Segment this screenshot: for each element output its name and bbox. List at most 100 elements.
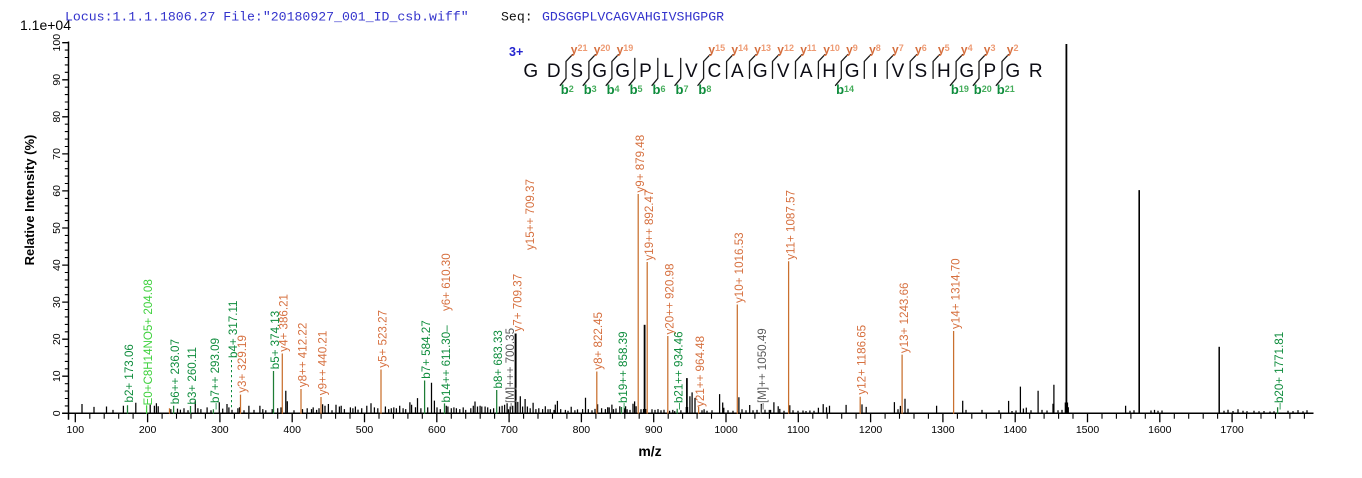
svg-text:b3+ 260.11: b3+ 260.11	[186, 347, 199, 405]
svg-text:400: 400	[283, 424, 301, 436]
svg-text:50: 50	[51, 222, 63, 234]
svg-text:I: I	[872, 61, 877, 82]
svg-text:y2: y2	[1007, 43, 1019, 57]
svg-text:1500: 1500	[1076, 424, 1100, 436]
svg-text:y3+ 329.19: y3+ 329.19	[236, 335, 249, 393]
svg-text:100: 100	[67, 424, 85, 436]
svg-text:b2: b2	[561, 82, 574, 97]
svg-text:b14: b14	[836, 82, 854, 97]
svg-text:1400: 1400	[1004, 424, 1028, 436]
svg-text:b7+ 584.27: b7+ 584.27	[420, 320, 433, 378]
svg-text:GDSGGPLVCAGVAHGIVSHGPGR: GDSGGPLVCAGVAHGIVSHGPGR	[542, 10, 724, 25]
svg-text:b8: b8	[698, 82, 711, 97]
svg-text:E0+C8H14NO5+ 204.08: E0+C8H14NO5+ 204.08	[142, 279, 155, 405]
svg-text:100: 100	[51, 34, 63, 52]
svg-text:V: V	[685, 61, 698, 82]
svg-text:y21++ 964.48: y21++ 964.48	[694, 336, 707, 407]
svg-text:0: 0	[51, 410, 63, 416]
svg-text:1300: 1300	[931, 424, 955, 436]
svg-text:y20++ 920.98: y20++ 920.98	[664, 264, 677, 335]
svg-text:D: D	[547, 61, 561, 82]
svg-text:b14++ 611.30–: b14++ 611.30–	[440, 325, 453, 403]
svg-text:1700: 1700	[1220, 424, 1244, 436]
svg-text:Seq:: Seq:	[501, 10, 533, 25]
svg-text:P: P	[639, 61, 652, 82]
svg-text:y7+ 709.37: y7+ 709.37	[511, 274, 524, 332]
svg-text:S: S	[570, 61, 583, 82]
svg-text:G: G	[1005, 61, 1020, 82]
svg-text:1200: 1200	[859, 424, 883, 436]
svg-text:500: 500	[356, 424, 374, 436]
svg-text:1600: 1600	[1148, 424, 1172, 436]
svg-text:800: 800	[573, 424, 591, 436]
svg-text:y9+ 879.48: y9+ 879.48	[634, 135, 647, 193]
svg-text:b19: b19	[951, 82, 969, 97]
svg-text:y6: y6	[915, 43, 927, 57]
svg-text:y11+ 1087.57: y11+ 1087.57	[784, 190, 797, 260]
svg-text:–b20+ 1771.81: –b20+ 1771.81	[1273, 332, 1286, 410]
svg-text:b20: b20	[974, 82, 992, 97]
svg-text:b21: b21	[997, 82, 1015, 97]
svg-text:b7: b7	[676, 82, 689, 97]
svg-text:V: V	[777, 61, 790, 82]
svg-text:y4+ 386.21: y4+ 386.21	[278, 294, 291, 352]
svg-text:b4+ 317.11: b4+ 317.11	[227, 301, 240, 359]
svg-text:b5: b5	[630, 82, 643, 97]
svg-text:–[M]++ 1050.49: –[M]++ 1050.49	[756, 328, 769, 409]
svg-text:y6+ 610.30: y6+ 610.30	[440, 253, 453, 311]
svg-text:10: 10	[51, 370, 63, 382]
svg-text:y3: y3	[984, 43, 996, 57]
svg-text:200: 200	[139, 424, 157, 436]
svg-text:60: 60	[51, 185, 63, 197]
svg-text:1000: 1000	[714, 424, 738, 436]
svg-text:40: 40	[51, 259, 63, 271]
svg-text:y4: y4	[961, 43, 973, 57]
svg-text:G: G	[592, 61, 607, 82]
svg-text:Relative Intensity (%): Relative Intensity (%)	[22, 135, 37, 266]
svg-text:y9: y9	[846, 43, 858, 57]
svg-text:–b19++ 858.39: –b19++ 858.39	[617, 331, 630, 409]
svg-text:y5: y5	[938, 43, 950, 57]
svg-text:70: 70	[51, 148, 63, 160]
svg-text:b3: b3	[584, 82, 597, 97]
svg-text:20: 20	[51, 333, 63, 345]
svg-text:G: G	[523, 61, 538, 82]
svg-text:b6: b6	[653, 82, 666, 97]
svg-text:y7: y7	[892, 43, 904, 57]
svg-text:V: V	[892, 61, 905, 82]
svg-text:3+: 3+	[509, 45, 523, 59]
svg-text:b5+ 374.13: b5+ 374.13	[269, 311, 282, 369]
svg-text:900: 900	[645, 424, 663, 436]
svg-text:b8+ 683.33: b8+ 683.33	[492, 330, 505, 388]
svg-text:R: R	[1029, 61, 1043, 82]
svg-text:y10+ 1016.53: y10+ 1016.53	[733, 232, 746, 303]
svg-text:A: A	[800, 61, 813, 82]
svg-text:–b7++ 293.09: –b7++ 293.09	[209, 338, 222, 410]
svg-text:1.1e+04: 1.1e+04	[20, 17, 71, 33]
svg-text:Locus:1.1.1.1806.27 File:"2018: Locus:1.1.1.1806.27 File:"20180927_001_I…	[65, 10, 469, 25]
svg-text:H: H	[822, 61, 836, 82]
svg-text:S: S	[915, 61, 928, 82]
svg-text:80: 80	[51, 111, 63, 123]
svg-text:y14+ 1314.70: y14+ 1314.70	[949, 258, 962, 329]
svg-text:G: G	[615, 61, 630, 82]
svg-text:30: 30	[51, 296, 63, 308]
svg-text:L: L	[663, 61, 674, 82]
svg-text:b2+ 173.06: b2+ 173.06	[123, 344, 136, 402]
svg-text:90: 90	[51, 74, 63, 86]
svg-text:m/z: m/z	[638, 443, 661, 459]
svg-text:y13+ 1243.66: y13+ 1243.66	[898, 283, 911, 354]
svg-text:–b21++ 934.46: –b21++ 934.46	[673, 331, 686, 409]
svg-text:y9++ 440.21: y9++ 440.21	[316, 331, 329, 395]
svg-text:H: H	[937, 61, 951, 82]
svg-text:700: 700	[500, 424, 518, 436]
svg-text:C: C	[708, 61, 722, 82]
svg-text:–[M]+++ 700.35: –[M]+++ 700.35	[504, 328, 517, 410]
svg-text:G: G	[753, 61, 768, 82]
svg-text:y8+ 822.45: y8+ 822.45	[592, 312, 605, 370]
svg-text:600: 600	[428, 424, 446, 436]
svg-text:b4: b4	[607, 82, 620, 97]
svg-text:y12+ 1186.65: y12+ 1186.65	[856, 325, 869, 395]
svg-text:y19++ 892.47: y19++ 892.47	[643, 190, 656, 261]
svg-text:A: A	[731, 61, 744, 82]
